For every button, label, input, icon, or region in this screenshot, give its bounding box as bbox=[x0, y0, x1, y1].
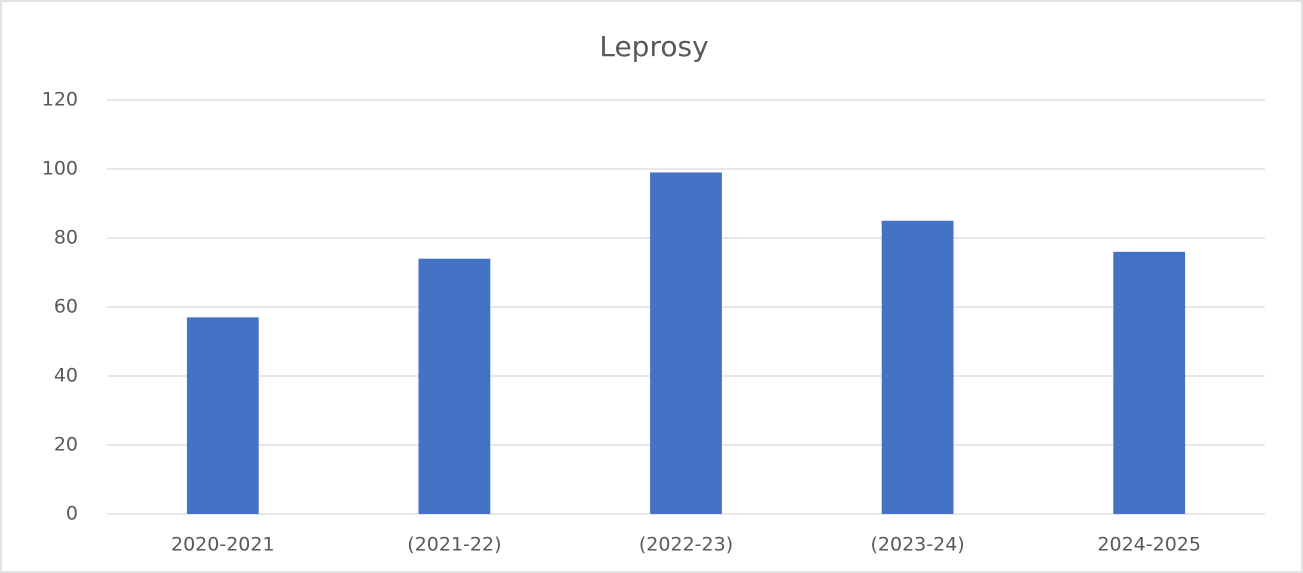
bar bbox=[186, 317, 259, 514]
x-tick-label: 2024-2025 bbox=[1097, 534, 1201, 556]
y-tick-label: 100 bbox=[42, 158, 78, 180]
y-tick-label: 60 bbox=[54, 296, 78, 318]
y-tick-label: 40 bbox=[54, 365, 78, 387]
x-tick-label: (2023-24) bbox=[870, 534, 964, 556]
bar bbox=[418, 258, 491, 514]
x-tick-label: (2022-23) bbox=[639, 534, 733, 556]
bar bbox=[650, 172, 722, 514]
bar bbox=[881, 220, 954, 514]
bar bbox=[1113, 251, 1186, 515]
chart-title: Leprosy bbox=[599, 30, 708, 63]
x-tick-label: (2021-22) bbox=[407, 534, 501, 556]
y-tick-label: 20 bbox=[54, 434, 78, 456]
y-tick-label: 80 bbox=[54, 227, 78, 249]
x-tick-label: 2020-2021 bbox=[171, 534, 275, 556]
y-tick-label: 0 bbox=[66, 503, 78, 525]
y-tick-label: 120 bbox=[42, 89, 78, 111]
